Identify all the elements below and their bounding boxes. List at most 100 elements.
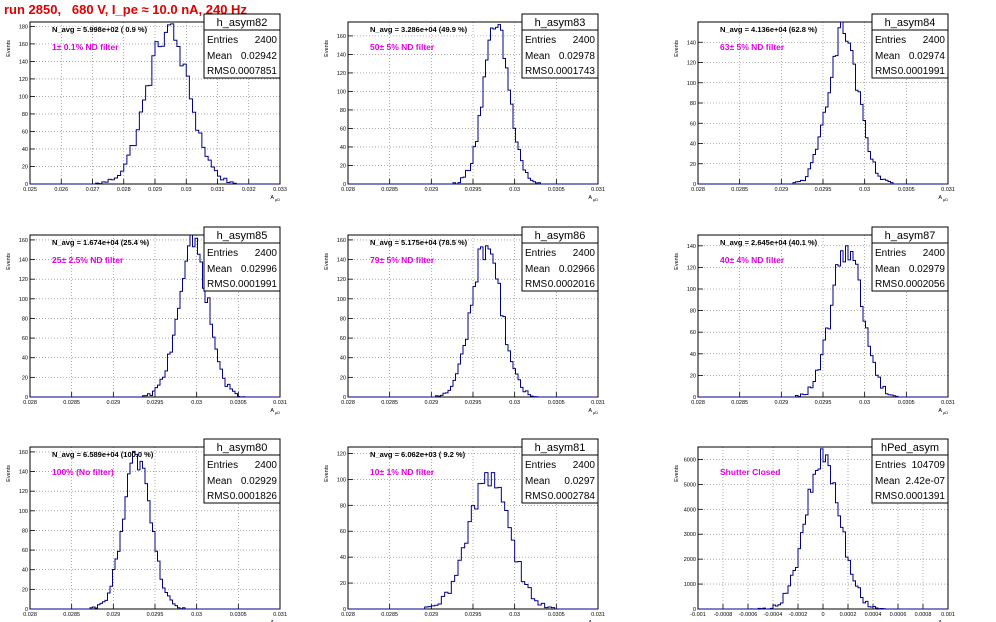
filter-annotation: 79± 5% ND filter xyxy=(370,255,435,265)
histogram-name: h_asym81 xyxy=(535,442,586,454)
stats-label-mean: Mean xyxy=(525,51,550,62)
stats-label-rms: RMS xyxy=(207,279,230,290)
y-tick-label: 80 xyxy=(340,108,346,114)
x-axis-label: A xyxy=(588,195,592,201)
histogram-bars xyxy=(30,23,280,185)
y-axis-label: Events xyxy=(6,465,12,482)
y-tick-label: 80 xyxy=(690,101,696,107)
y-tick-label: 0 xyxy=(693,395,696,401)
x-axis-label: A xyxy=(938,195,942,201)
y-tick-label: 140 xyxy=(19,59,28,65)
x-tick-label: 0.031 xyxy=(273,400,287,406)
y-tick-label: 140 xyxy=(19,470,28,476)
x-tick-label: 0.025 xyxy=(23,187,37,193)
x-tick-label: 0.0295 xyxy=(465,400,482,406)
x-axis-label: A xyxy=(270,408,274,414)
x-tick-label: 0.0008 xyxy=(915,612,932,618)
filter-annotation: 40± 4% ND filter xyxy=(720,255,785,265)
y-tick-label: 20 xyxy=(22,587,28,593)
y-tick-label: 80 xyxy=(22,528,28,534)
x-tick-label: 0.029 xyxy=(424,612,438,618)
y-tick-label: 60 xyxy=(340,336,346,342)
x-tick-label: 0.0285 xyxy=(63,612,80,618)
x-tick-label: 0.029 xyxy=(424,187,438,193)
y-tick-label: 20 xyxy=(22,164,28,170)
stats-label-rms: RMS xyxy=(525,491,548,502)
stats-value-mean: 0.02966 xyxy=(559,264,596,275)
stats-value-rms: 0.0007851 xyxy=(230,66,278,77)
y-tick-label: 120 xyxy=(19,277,28,283)
y-tick-label: 20 xyxy=(340,581,346,587)
x-tick-label: 0.0295 xyxy=(147,400,164,406)
x-tick-label: 0.029 xyxy=(148,187,162,193)
n-avg-label: N_avg = 6.062e+03 ( 9.2 %) xyxy=(370,450,466,459)
y-tick-label: 20 xyxy=(22,375,28,381)
histogram-panel-hPed_asym: 0 1000 2000 3000 4000 5000 6000 -0.001 -0.0008 -0… xyxy=(674,438,955,622)
x-tick-label: 0.03 xyxy=(181,187,192,193)
x-tick-label: 0.03 xyxy=(859,400,870,406)
y-tick-label: 40 xyxy=(22,147,28,153)
histogram-name: h_asym84 xyxy=(885,17,936,29)
x-axis-label-subscript: μD xyxy=(275,410,280,415)
histogram-name: hPed_asym xyxy=(881,442,939,454)
x-tick-label: 0.0305 xyxy=(230,612,247,618)
histogram-panel-h_asym82: 0 20 40 60 80 100 120 140 160 180 0.025 0.026 0.027 0… xyxy=(6,13,287,202)
y-tick-label: 4000 xyxy=(684,507,696,513)
y-axis-label: Events xyxy=(674,40,680,57)
filter-annotation: 100% (No filter) xyxy=(52,467,114,477)
y-tick-label: 20 xyxy=(690,373,696,379)
stats-label-mean: Mean xyxy=(207,264,232,275)
x-tick-label: 0.0305 xyxy=(548,612,565,618)
x-tick-label: 0.031 xyxy=(941,187,955,193)
x-tick-label: 0.03 xyxy=(191,612,202,618)
stats-value-rms: 0.0001991 xyxy=(898,66,946,77)
x-tick-label: 0.0295 xyxy=(815,400,832,406)
y-tick-label: 0 xyxy=(343,607,346,613)
x-tick-label: 0.028 xyxy=(341,187,355,193)
x-tick-label: 0.0295 xyxy=(465,187,482,193)
y-tick-label: 100 xyxy=(337,297,346,303)
x-tick-label: 0.0305 xyxy=(548,400,565,406)
histogram-name: h_asym86 xyxy=(535,230,586,242)
y-axis-label: Events xyxy=(674,253,680,270)
stats-value-entries: 2400 xyxy=(923,35,946,46)
x-axis-label: A xyxy=(938,408,942,414)
y-tick-label: 0 xyxy=(693,182,696,188)
x-tick-label: 0.001 xyxy=(941,612,955,618)
x-tick-label: 0.032 xyxy=(242,187,256,193)
histogram-bars xyxy=(30,234,280,398)
y-tick-label: 2000 xyxy=(684,557,696,563)
x-tick-label: 0.029 xyxy=(106,612,120,618)
x-tick-label: 0.0305 xyxy=(548,187,565,193)
x-tick-label: 0.031 xyxy=(941,400,955,406)
stats-label-entries: Entries xyxy=(525,248,556,259)
x-tick-label: 0.028 xyxy=(341,400,355,406)
stats-box xyxy=(521,13,599,79)
stats-box xyxy=(871,438,949,504)
x-tick-label: -0.001 xyxy=(690,612,706,618)
stats-label-entries: Entries xyxy=(875,460,906,471)
y-tick-label: 40 xyxy=(22,356,28,362)
x-tick-label: 0.0285 xyxy=(381,612,398,618)
stats-value-mean: 0.02929 xyxy=(241,476,278,487)
x-tick-label: 0.028 xyxy=(691,187,705,193)
stats-label-mean: Mean xyxy=(875,476,900,487)
stats-label-mean: Mean xyxy=(207,476,232,487)
n-avg-label: N_avg = 1.674e+04 (25.4 %) xyxy=(52,238,150,247)
y-tick-label: 0 xyxy=(25,395,28,401)
stats-value-mean: 0.02974 xyxy=(909,51,946,62)
x-tick-label: 0.0295 xyxy=(147,612,164,618)
y-tick-label: 100 xyxy=(337,89,346,95)
x-tick-label: 0.0295 xyxy=(465,612,482,618)
n-avg-label: N_avg = 5.175e+04 (78.5 %) xyxy=(370,238,468,247)
y-tick-label: 40 xyxy=(340,555,346,561)
stats-label-mean: Mean xyxy=(875,51,900,62)
x-tick-label: 0.0295 xyxy=(815,187,832,193)
histogram-bars xyxy=(348,472,598,610)
histogram-name: h_asym83 xyxy=(535,17,586,29)
x-tick-label: 0.0305 xyxy=(898,400,915,406)
y-tick-label: 140 xyxy=(337,52,346,58)
x-tick-label: 0.0305 xyxy=(898,187,915,193)
x-tick-label: 0.029 xyxy=(106,400,120,406)
stats-label-rms: RMS xyxy=(525,66,548,77)
